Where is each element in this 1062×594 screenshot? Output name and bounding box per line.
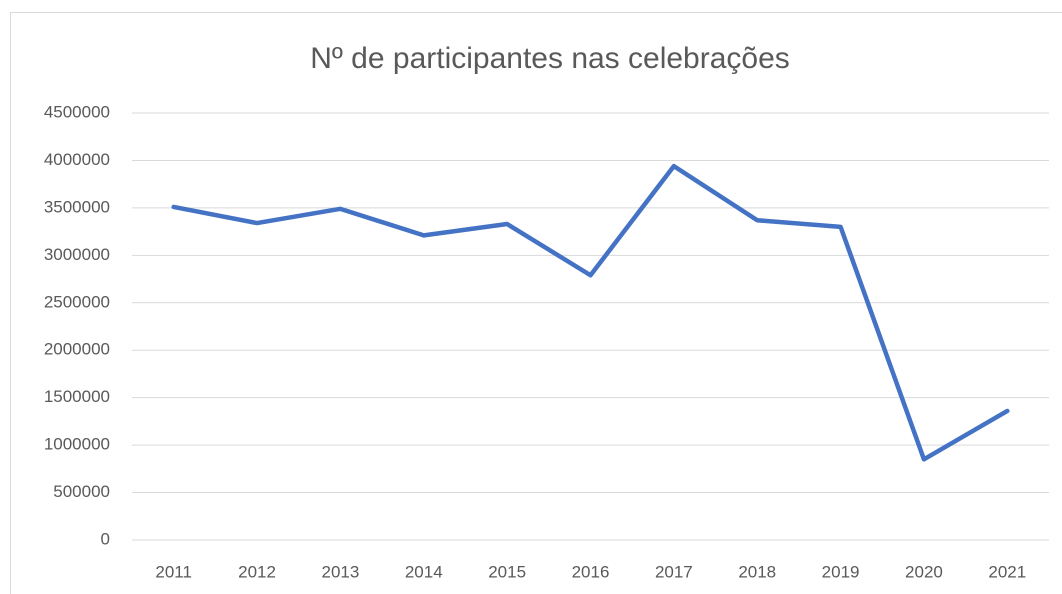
y-tick-label: 3500000 — [44, 197, 110, 216]
x-tick-label: 2019 — [822, 562, 860, 581]
y-tick-label: 4500000 — [44, 102, 110, 121]
y-tick-label: 2000000 — [44, 340, 110, 359]
y-tick-label: 0 — [101, 529, 110, 548]
x-tick-label: 2011 — [155, 562, 192, 581]
chart-title: Nº de participantes nas celebrações — [310, 42, 790, 75]
x-tick-label: 2013 — [321, 562, 359, 581]
x-tick-label: 2014 — [405, 562, 443, 581]
x-tick-label: 2021 — [988, 562, 1026, 581]
y-tick-label: 4000000 — [44, 150, 110, 169]
x-tick-label: 2020 — [905, 562, 943, 581]
x-tick-label: 2018 — [738, 562, 776, 581]
y-tick-label: 1500000 — [44, 387, 110, 406]
x-tick-label: 2016 — [572, 562, 610, 581]
x-tick-label: 2012 — [238, 562, 276, 581]
y-tick-label: 3000000 — [44, 245, 110, 264]
y-tick-label: 500000 — [53, 482, 110, 501]
data-line — [171, 163, 1010, 462]
x-tick-label: 2017 — [655, 562, 693, 581]
y-tick-label: 1000000 — [44, 435, 110, 454]
y-tick-label: 2500000 — [44, 292, 110, 311]
x-tick-label: 2015 — [488, 562, 526, 581]
